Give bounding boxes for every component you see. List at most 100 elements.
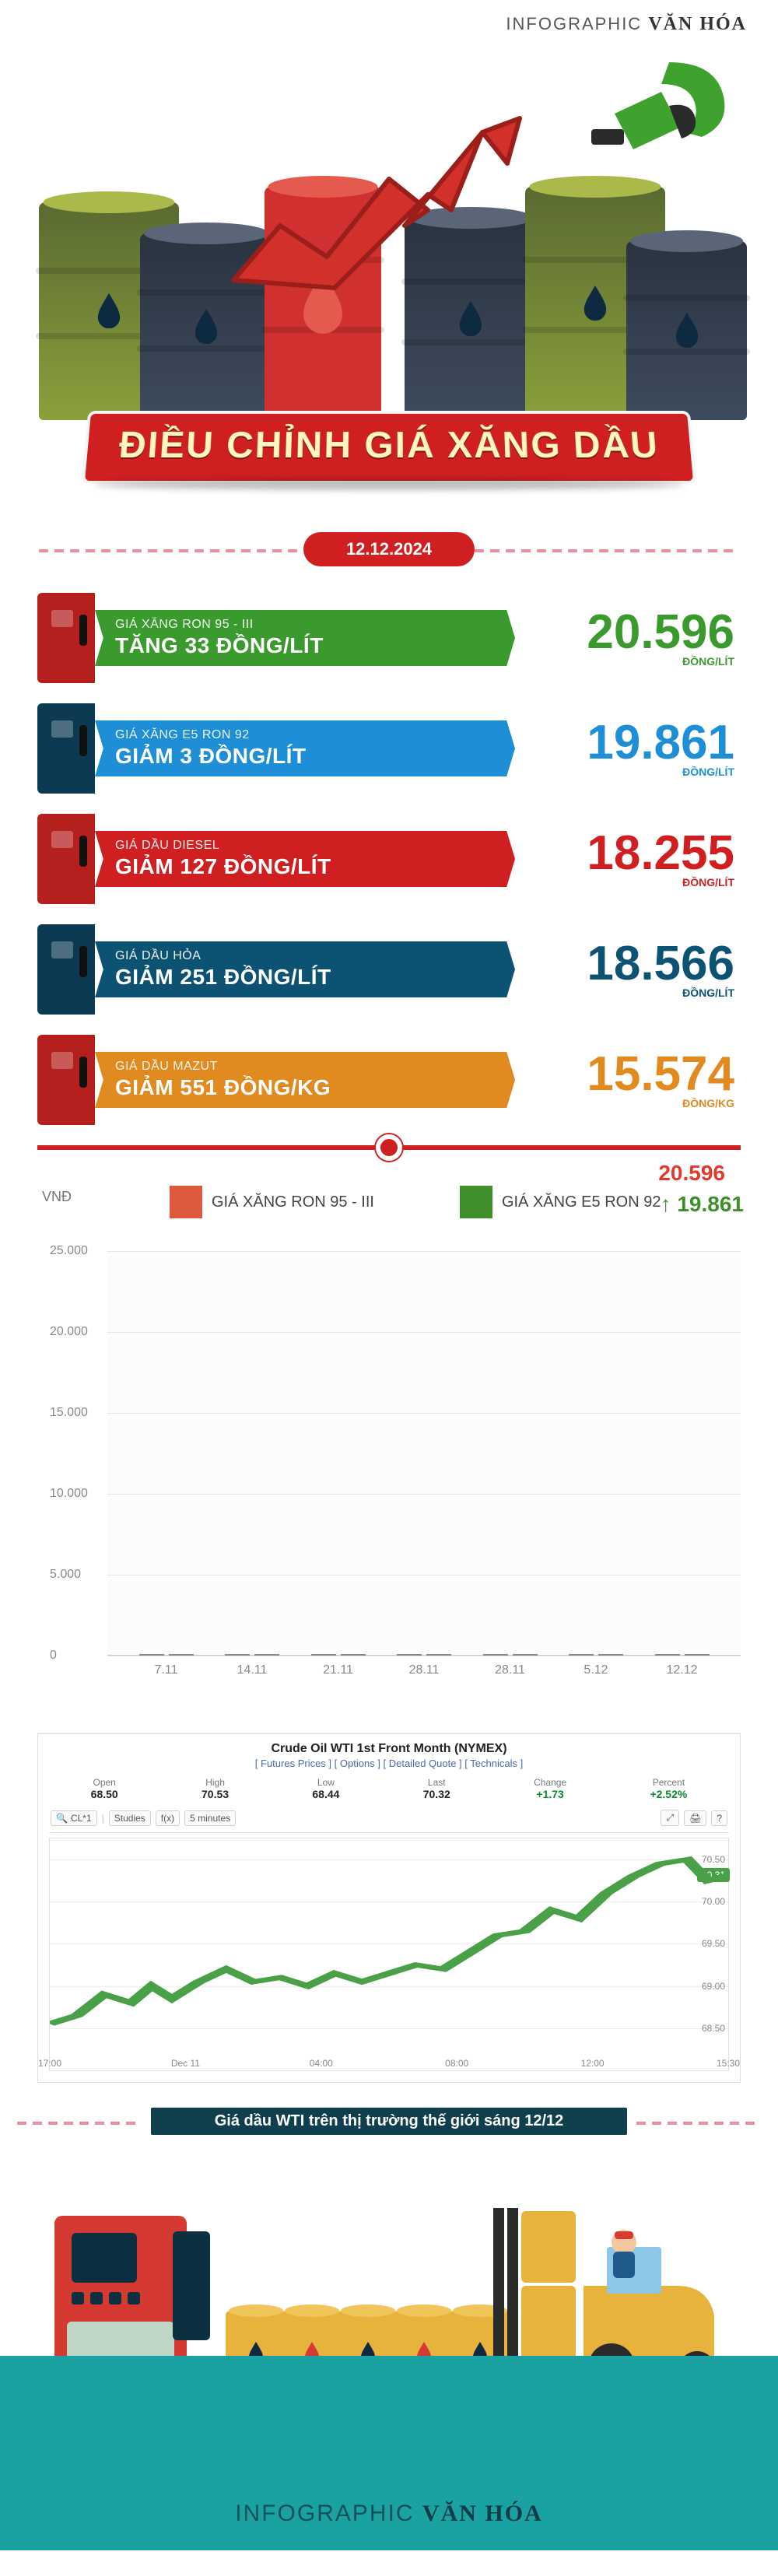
- oil-drop-icon: [193, 309, 219, 345]
- title-banner: ĐIỀU CHỈNH GIÁ XĂNG DẦU: [0, 410, 778, 490]
- bar-e5: [598, 1654, 623, 1656]
- price-change: GIẢM 127 ĐỒNG/LÍT: [115, 854, 331, 879]
- wti-stat-value: 70.53: [202, 1788, 229, 1800]
- brand-part2: VĂN HÓA: [648, 14, 747, 34]
- legend-item: GIÁ XĂNG E5 RON 92: [460, 1186, 661, 1218]
- wti-search[interactable]: 🔍 CL*1: [51, 1810, 97, 1826]
- price-value: 19.861 ĐỒNG/LÍT: [515, 703, 741, 794]
- y-tick-label: 10.000: [50, 1487, 88, 1501]
- wti-studies-button[interactable]: Studies: [109, 1810, 151, 1826]
- y-tick-label: 25.000: [50, 1244, 88, 1258]
- wti-stat-label: Percent: [650, 1777, 687, 1788]
- price-value: 15.574 ĐỒNG/KG: [515, 1035, 741, 1125]
- price-row: GIÁ XĂNG E5 RON 92 GIẢM 3 ĐỒNG/LÍT 19.86…: [37, 703, 741, 794]
- price-change: TĂNG 33 ĐỒNG/LÍT: [115, 633, 324, 658]
- legend-label: GIÁ XĂNG RON 95 - III: [212, 1193, 374, 1211]
- price-number: 19.861: [587, 719, 734, 767]
- wti-toolbar: 🔍 CL*1 | Studies f(x) 5 minutes ⤢ 🖨 ?: [49, 1807, 729, 1833]
- wti-symbol-input[interactable]: CL*1: [71, 1813, 92, 1824]
- bar-chart-callout: ↑ 19.861: [661, 1192, 744, 1217]
- wti-chart: Crude Oil WTI 1st Front Month (NYMEX) [ …: [37, 1733, 741, 2083]
- pump-icon: [37, 593, 95, 683]
- x-tick-label: 12.12: [666, 1663, 697, 1677]
- x-tick-label: 28.11: [495, 1663, 525, 1677]
- y-tick-label: 0: [50, 1649, 57, 1663]
- bar-ron95: [311, 1654, 336, 1656]
- legend-swatch: [170, 1186, 202, 1218]
- product-name: GIÁ XĂNG RON 95 - III: [115, 618, 324, 632]
- bar-e5: [426, 1654, 451, 1656]
- y-tick-label: 20.000: [50, 1325, 88, 1339]
- wti-stat-label: Low: [312, 1777, 339, 1788]
- wti-stat: High 70.53: [202, 1777, 229, 1800]
- wti-stat: Last 70.32: [423, 1777, 450, 1800]
- legend-label: GIÁ XĂNG E5 RON 92: [502, 1193, 661, 1211]
- wti-stat-value: +2.52%: [650, 1788, 687, 1800]
- wti-stat-label: High: [202, 1777, 229, 1788]
- header-section: INFOGRAPHIC VĂN HÓA: [0, 0, 778, 513]
- bar-chart: VNĐ GIÁ XĂNG RON 95 - III GIÁ XĂNG E5 RO…: [37, 1189, 741, 1687]
- bar-ron95: [225, 1654, 250, 1656]
- gridline: [107, 1494, 741, 1495]
- wti-title: Crude Oil WTI 1st Front Month (NYMEX): [49, 1742, 729, 1756]
- date-chip: 12.12.2024: [303, 532, 475, 566]
- pump-icon: [37, 1035, 95, 1125]
- bar-chart-plot: 05.00010.00015.00020.00025.0007.1114.112…: [107, 1251, 741, 1656]
- oil-drop-icon: [674, 313, 700, 349]
- price-info-bar: GIÁ XĂNG RON 95 - III TĂNG 33 ĐỒNG/LÍT: [95, 610, 515, 666]
- bar-ron95: [569, 1654, 594, 1656]
- wti-stat-value: 68.50: [91, 1788, 118, 1800]
- rising-arrow-icon: [218, 109, 529, 311]
- bar-chart-legend: GIÁ XĂNG RON 95 - III GIÁ XĂNG E5 RON 92: [170, 1186, 661, 1218]
- wti-interval-select[interactable]: 5 minutes: [184, 1810, 236, 1826]
- product-name: GIÁ XĂNG E5 RON 92: [115, 728, 307, 742]
- wti-stat: Open 68.50: [91, 1777, 118, 1800]
- wti-stat: Percent +2.52%: [650, 1777, 687, 1800]
- wti-subtitle: [ Futures Prices ] [ Options ] [ Detaile…: [49, 1758, 729, 1769]
- wti-stat-value: 70.32: [423, 1788, 450, 1800]
- bar-e5: [341, 1654, 366, 1656]
- price-row: GIÁ DẦU DIESEL GIẢM 127 ĐỒNG/LÍT 18.255 …: [37, 814, 741, 904]
- price-number: 20.596: [587, 608, 734, 657]
- bar-ron95: [483, 1654, 508, 1656]
- bar-ron95: [655, 1654, 680, 1656]
- oil-drop-icon: [582, 286, 608, 321]
- section-divider: [37, 1145, 741, 1150]
- bar-ron95: [139, 1654, 164, 1656]
- brand-footer-part1: INFOGRAPHIC: [235, 2501, 414, 2526]
- price-unit: ĐỒNG/KG: [682, 1097, 734, 1109]
- brand-footer-part2: VĂN HÓA: [422, 2501, 543, 2526]
- footer-scene: INFOGRAPHIC VĂN HÓA: [0, 2161, 778, 2550]
- x-tick-label: 14.11: [237, 1663, 268, 1677]
- footer-caption-text: Giá dầu WTI trên thị trường thế giới sán…: [215, 2112, 564, 2129]
- wti-stat-label: Open: [91, 1777, 118, 1788]
- wti-print-button[interactable]: 🖨: [684, 1810, 706, 1826]
- product-name: GIÁ DẦU MAZUT: [115, 1060, 331, 1074]
- price-row: GIÁ XĂNG RON 95 - III TĂNG 33 ĐỒNG/LÍT 2…: [37, 593, 741, 683]
- wti-fx-button[interactable]: f(x): [156, 1810, 180, 1826]
- price-change: GIẢM 251 ĐỒNG/LÍT: [115, 965, 331, 990]
- y-tick-label: 5.000: [50, 1568, 81, 1582]
- gridline: [107, 1413, 741, 1414]
- price-info-bar: GIÁ XĂNG E5 RON 92 GIẢM 3 ĐỒNG/LÍT: [95, 720, 515, 776]
- wti-line: [50, 1838, 728, 2070]
- wti-expand-button[interactable]: ⤢: [661, 1810, 679, 1826]
- product-name: GIÁ DẦU DIESEL: [115, 839, 331, 853]
- wti-help-button[interactable]: ?: [711, 1810, 727, 1826]
- y-tick-label: 15.000: [50, 1406, 88, 1420]
- legend-swatch: [460, 1186, 492, 1218]
- price-row: GIÁ DẦU MAZUT GIẢM 551 ĐỒNG/KG 15.574 ĐỒ…: [37, 1035, 741, 1125]
- wti-stat: Low 68.44: [312, 1777, 339, 1800]
- gridline: [107, 1332, 741, 1333]
- legend-item: GIÁ XĂNG RON 95 - III: [170, 1186, 374, 1218]
- barrel: [626, 241, 747, 420]
- price-number: 15.574: [587, 1050, 734, 1099]
- price-number: 18.566: [587, 940, 734, 988]
- x-tick-label: 28.11: [409, 1663, 440, 1677]
- price-value: 20.596 ĐỒNG/LÍT: [515, 593, 741, 683]
- price-unit: ĐỒNG/LÍT: [682, 876, 734, 888]
- page-title: ĐIỀU CHỈNH GIÁ XĂNG DẦU: [82, 411, 697, 484]
- wti-stat-value: 68.44: [312, 1788, 339, 1800]
- wti-stats: Open 68.50High 70.53Low 68.44Last 70.32C…: [49, 1777, 729, 1800]
- brand-footer: INFOGRAPHIC VĂN HÓA: [235, 2501, 543, 2527]
